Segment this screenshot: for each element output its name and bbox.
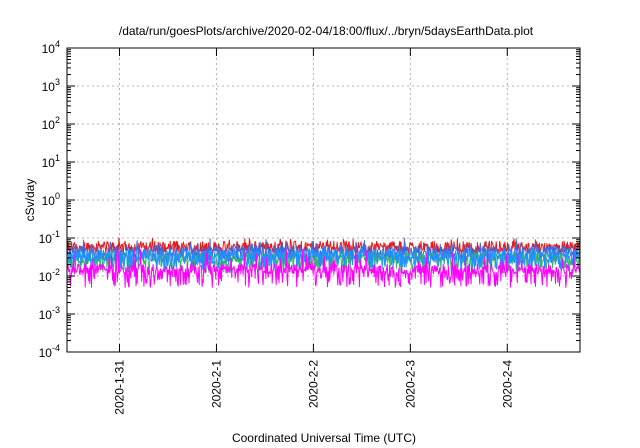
x-tick-label: 2020-2-4 — [500, 360, 514, 408]
x-tick-label: 2020-2-1 — [209, 360, 223, 408]
series-line-5 — [66, 249, 581, 288]
x-axis-label: Coordinated Universal Time (UTC) — [232, 431, 416, 445]
y-tick-label: 101 — [42, 153, 60, 170]
chart-title: /data/run/goesPlots/archive/2020-02-04/1… — [119, 24, 534, 38]
x-tick-label: 2020-2-2 — [306, 360, 320, 408]
y-axis-label: cSv/day — [23, 179, 37, 222]
y-tick-label: 102 — [42, 115, 60, 132]
x-tick-label: 2020-2-3 — [403, 360, 417, 408]
y-tick-label: 10-2 — [39, 267, 60, 284]
x-tick-labels: 2020-1-31 2020-2-1 2020-2-2 2020-2-3 2020-2-… — [113, 360, 515, 415]
ticks — [67, 47, 580, 353]
y-tick-label: 10-3 — [39, 305, 60, 322]
y-tick-label: 104 — [42, 39, 60, 56]
x-tick-label: 2020-1-31 — [113, 360, 127, 415]
series-line-1 — [66, 237, 581, 254]
y-tick-labels: 10-4 10-3 10-2 10-1 100 101 102 103 104 — [39, 39, 60, 360]
series-line-4 — [66, 246, 581, 270]
grid — [67, 48, 580, 352]
y-tick-label: 100 — [42, 191, 60, 208]
y-tick-label: 10-4 — [39, 343, 60, 360]
series-layer — [66, 237, 581, 288]
y-tick-label: 103 — [42, 77, 60, 94]
y-tick-label: 10-1 — [39, 229, 60, 246]
